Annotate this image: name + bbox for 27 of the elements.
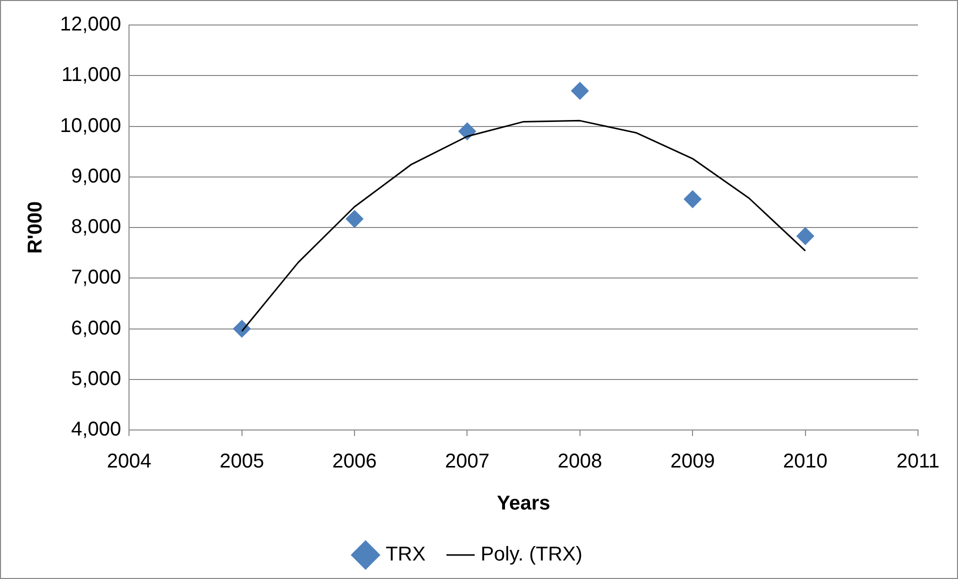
point: [233, 320, 251, 338]
legend-label: TRX: [386, 544, 426, 566]
x-tick-label: 2011: [896, 450, 940, 473]
x-tick-label: 2010: [783, 450, 828, 473]
x-tick-label: 2009: [670, 450, 715, 473]
y-axis-title: R'000: [24, 201, 47, 254]
x-tick-label: 2005: [220, 450, 264, 473]
y-tick-label: 11,000: [61, 64, 122, 86]
y-tick-label: 12,000: [60, 14, 122, 36]
x-tick-label: 2006: [332, 450, 377, 473]
point: [571, 82, 589, 100]
y-tick-label: 4,000: [71, 418, 122, 441]
y-tick-label: 5,000: [71, 368, 122, 390]
y-tick-label: 8,000: [71, 216, 122, 238]
y-tick-label: 7,000: [71, 266, 122, 289]
y-tick-label: 10,000: [60, 114, 122, 137]
legend-label: Poly. (TRX): [480, 544, 582, 566]
x-tick-label: 2004: [106, 450, 152, 473]
point: [796, 227, 814, 245]
x-axis-title: Years: [496, 492, 550, 515]
y-tick-label: 9,000: [71, 165, 122, 188]
point: [684, 190, 702, 208]
y-tick-label: 6,000: [71, 317, 122, 340]
x-tick-label: 2007: [444, 450, 490, 473]
x-tick-label: 2008: [558, 450, 602, 473]
point: [346, 210, 364, 228]
point: [458, 122, 476, 140]
